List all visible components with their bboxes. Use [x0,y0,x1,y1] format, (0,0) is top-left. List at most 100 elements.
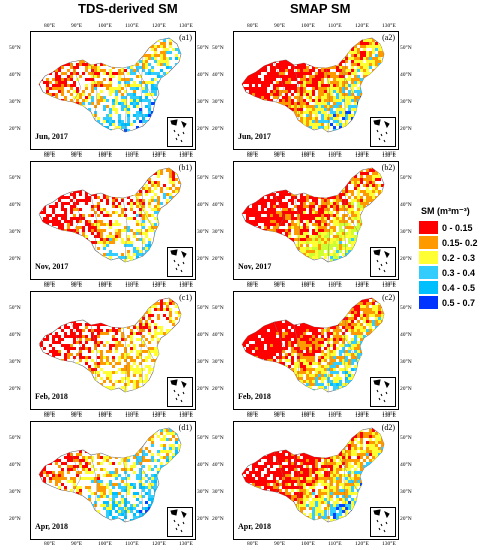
lat-tick-label: 20°N [400,126,412,132]
lon-tick-label: 90°E [71,153,83,159]
panel-date: Feb, 2018 [238,392,271,401]
soil-moisture-map [38,297,182,393]
lat-tick-label: 30°N [197,99,209,105]
lon-tick-label: 130°E [382,413,396,419]
lon-tick-label: 90°E [71,411,83,417]
lat-tick-label: 30°N [400,229,412,235]
lon-tick-label: 100°E [98,23,112,29]
legend-item: 0.2 - 0.3 [419,250,495,265]
lat-tick-label: 40°N [197,202,209,208]
lat-tick-label: 40°N [9,202,21,208]
lon-tick-label: 130°E [179,151,193,157]
panel-date: Apr, 2018 [35,522,69,531]
map-panel-b2: (b2) Nov, 2017 [233,161,399,280]
lon-tick-label: 130°E [382,151,396,157]
lon-tick-label: 110°E [328,281,342,287]
lon-tick-label: 120°E [355,541,369,547]
lat-tick-label: 50°N [400,305,412,311]
lon-tick-label: 90°E [274,281,286,287]
sm-pixel-layer [39,428,181,522]
lon-tick-label: 120°E [355,283,369,289]
lon-tick-label: 90°E [71,281,83,287]
lon-tick-label: 120°E [152,281,166,287]
lat-tick-label: 30°N [212,99,224,105]
lat-tick-label: 40°N [212,202,224,208]
lon-tick-label: 130°E [382,23,396,29]
lon-tick-label: 110°E [125,153,139,159]
lon-tick-label: 130°E [179,411,193,417]
map-panel-d2: (d2) Apr, 2018 [233,421,399,540]
legend-swatch [419,251,438,264]
lon-tick-label: 100°E [301,413,315,419]
lat-tick-label: 40°N [212,462,224,468]
lon-tick-label: 80°E [247,23,259,29]
legend-item: 0.3 - 0.4 [419,265,495,280]
lon-tick-label: 100°E [98,281,112,287]
lat-tick-label: 40°N [400,462,412,468]
lat-tick-label: 20°N [9,256,21,262]
lat-tick-label: 40°N [400,202,412,208]
lon-tick-label: 110°E [125,281,139,287]
lon-tick-label: 120°E [152,151,166,157]
lon-tick-label: 110°E [328,541,342,547]
lat-tick-label: 20°N [400,516,412,522]
lon-tick-label: 90°E [274,153,286,159]
lat-tick-label: 40°N [400,332,412,338]
lat-tick-label: 30°N [197,359,209,365]
panel-label: (c1) [179,293,192,302]
lon-tick-label: 80°E [44,283,56,289]
lat-tick-label: 50°N [212,175,224,181]
lon-tick-label: 110°E [328,153,342,159]
lat-tick-label: 50°N [9,305,21,311]
lat-tick-label: 30°N [212,229,224,235]
lon-tick-label: 110°E [125,23,139,29]
legend-item: 0.5 - 0.7 [419,295,495,310]
lon-tick-label: 110°E [328,283,342,289]
lon-tick-label: 80°E [44,151,56,157]
lon-tick-label: 130°E [179,281,193,287]
lat-tick-label: 20°N [400,256,412,262]
lon-tick-label: 80°E [247,153,259,159]
lat-tick-label: 50°N [9,435,21,441]
lon-tick-label: 100°E [98,413,112,419]
lat-tick-label: 30°N [9,359,21,365]
panel-label: (a1) [179,33,192,42]
panel-label: (b1) [178,163,192,172]
lon-tick-label: 120°E [355,411,369,417]
lon-tick-label: 90°E [274,413,286,419]
panel-date: Jun, 2017 [35,132,68,141]
lat-tick-label: 30°N [212,359,224,365]
lon-tick-label: 80°E [247,281,259,287]
lon-tick-label: 100°E [301,283,315,289]
lat-tick-label: 30°N [9,229,21,235]
lon-tick-label: 130°E [382,283,396,289]
soil-moisture-map [38,427,182,523]
lon-tick-label: 80°E [44,23,56,29]
map-panel-b1: (b1) Nov, 2017 [30,161,196,280]
lon-tick-label: 80°E [44,281,56,287]
lat-tick-label: 30°N [400,99,412,105]
panel-date: Jun, 2017 [238,132,271,141]
lon-tick-label: 100°E [98,283,112,289]
lon-tick-label: 130°E [382,411,396,417]
lat-tick-label: 50°N [197,175,209,181]
lat-tick-label: 50°N [212,45,224,51]
legend-title: SM (m³m⁻³) [421,206,470,216]
lat-tick-label: 20°N [400,386,412,392]
lon-tick-label: 110°E [328,23,342,29]
lon-tick-label: 110°E [125,151,139,157]
lat-tick-label: 20°N [212,126,224,132]
lon-tick-label: 80°E [44,153,56,159]
lat-tick-label: 30°N [197,489,209,495]
lon-tick-label: 130°E [179,283,193,289]
legend-label: 0 - 0.15 [442,222,473,233]
lon-tick-label: 110°E [328,151,342,157]
lat-tick-label: 20°N [197,256,209,262]
lon-tick-label: 100°E [301,153,315,159]
lon-tick-label: 80°E [44,413,56,419]
lat-tick-label: 20°N [197,516,209,522]
lat-tick-label: 20°N [9,126,21,132]
lat-tick-label: 30°N [212,489,224,495]
lon-tick-label: 110°E [125,413,139,419]
lat-tick-label: 30°N [400,359,412,365]
